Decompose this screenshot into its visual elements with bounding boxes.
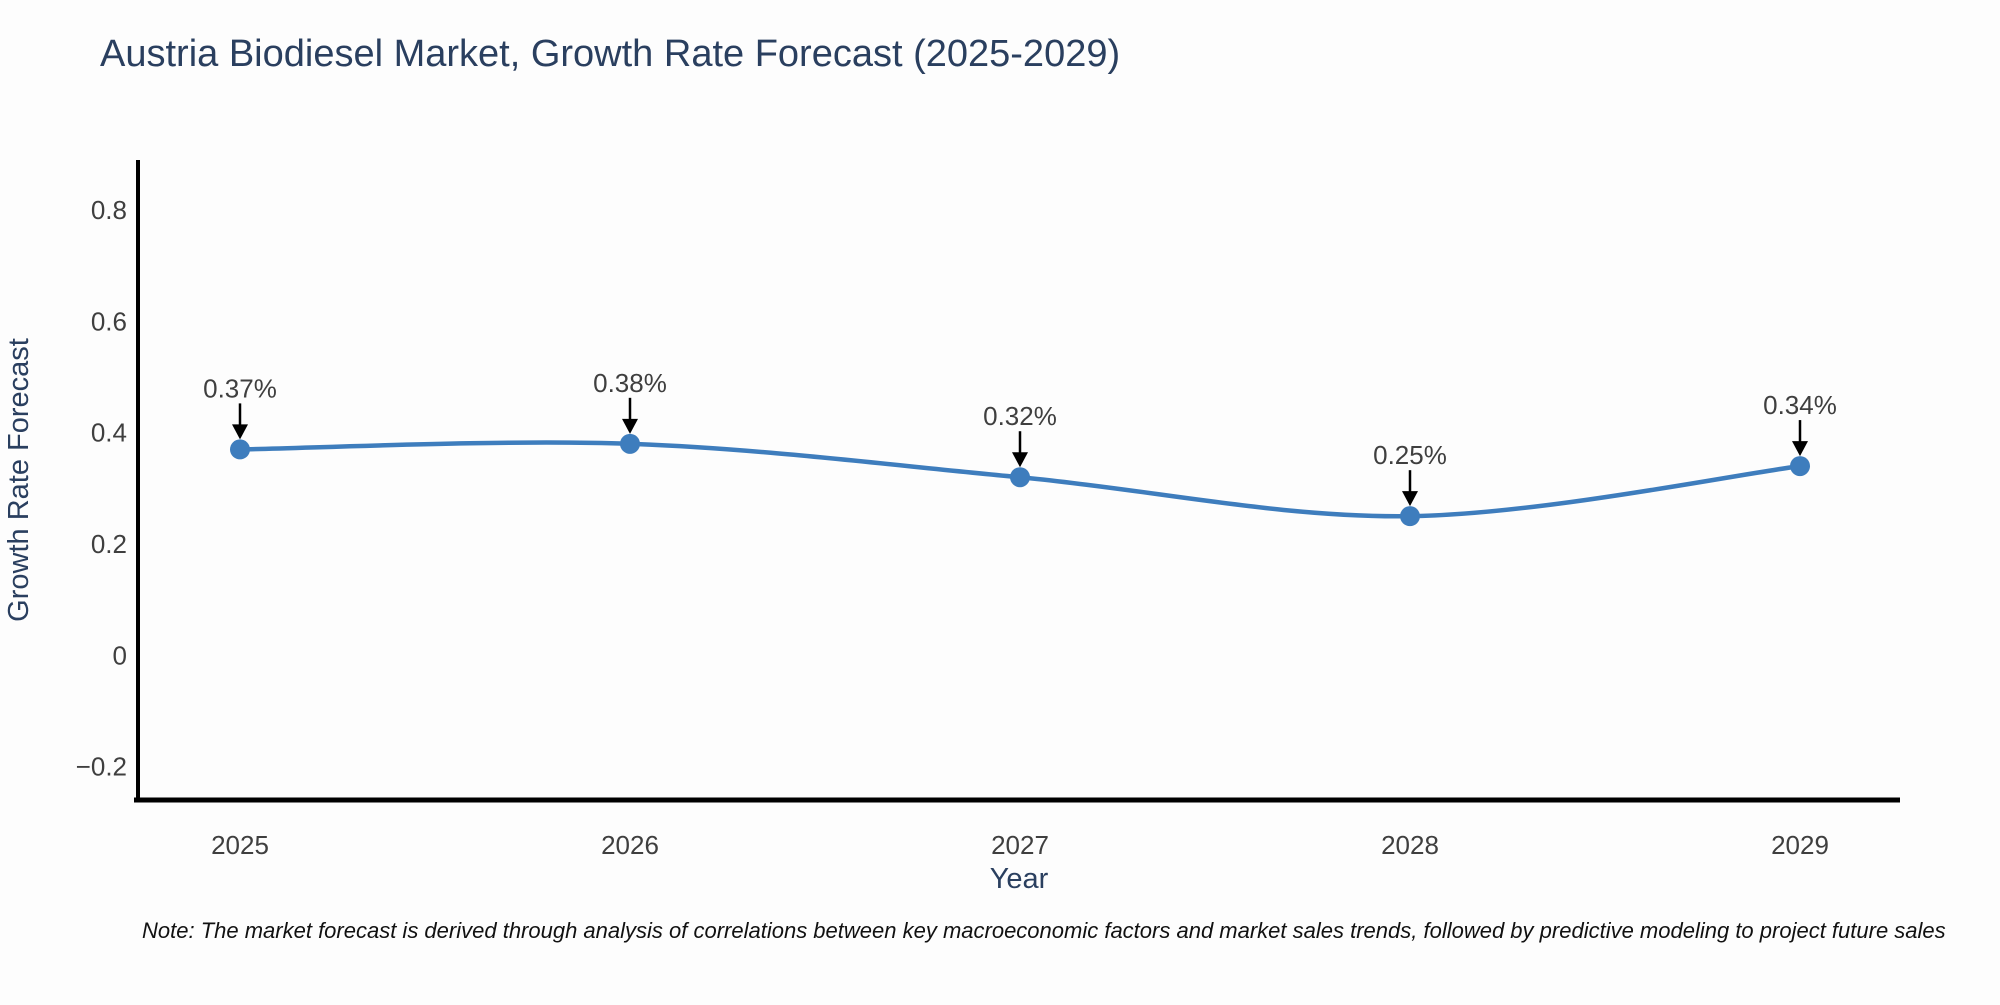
annotation-arrowhead: [1012, 452, 1028, 468]
annotation-label: 0.38%: [593, 368, 667, 398]
chart-footnote: Note: The market forecast is derived thr…: [142, 918, 1946, 943]
x-tick-label: 2025: [211, 830, 269, 860]
y-tick-label: −0.2: [76, 752, 127, 782]
x-tick-labels: 2025 2026 2027 2028 2029: [211, 830, 1829, 860]
x-tick-label: 2026: [601, 830, 659, 860]
data-point-2026[interactable]: [620, 433, 640, 454]
annotation-label: 0.25%: [1373, 440, 1447, 470]
y-tick-label: 0.6: [91, 306, 127, 336]
y-tick-labels: 0.8 0.6 0.4 0.2 0 −0.2: [76, 195, 127, 782]
x-tick-label: 2028: [1381, 830, 1439, 860]
data-point-2029[interactable]: [1790, 456, 1810, 477]
y-tick-label: 0.2: [91, 529, 127, 559]
annotation-label: 0.37%: [203, 373, 277, 403]
y-tick-label: 0.8: [91, 195, 127, 225]
annotation-arrowhead: [622, 418, 638, 434]
x-tick-label: 2027: [991, 830, 1049, 860]
y-axis-title: Growth Rate Forecast: [3, 338, 35, 622]
annotation-arrowhead: [232, 424, 248, 440]
annotation-label: 0.32%: [983, 401, 1057, 431]
annotation-layer: 0.37% 0.38% 0.32% 0.25% 0.34%: [203, 368, 1837, 507]
x-axis-title: Year: [990, 863, 1049, 895]
chart-title: Austria Biodiesel Market, Growth Rate Fo…: [100, 33, 1120, 75]
annotation-label: 0.34%: [1763, 390, 1837, 420]
annotation-arrowhead: [1792, 441, 1808, 457]
data-point-2027[interactable]: [1010, 467, 1030, 488]
data-point-2028[interactable]: [1400, 506, 1420, 527]
y-tick-label: 0.4: [91, 418, 127, 448]
series-layer: [230, 433, 1810, 527]
y-tick-label: 0: [113, 640, 127, 670]
data-point-2025[interactable]: [230, 439, 250, 460]
annotation-arrowhead: [1402, 491, 1418, 507]
x-tick-label: 2029: [1771, 830, 1829, 860]
